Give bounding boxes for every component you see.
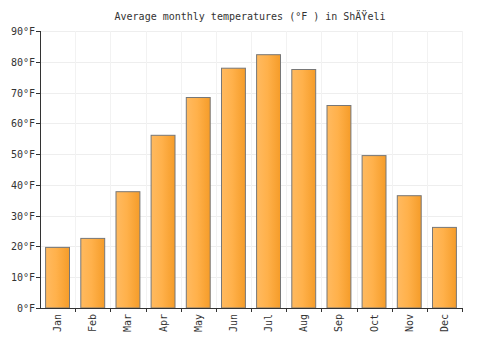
x-tick-label: Dec — [439, 314, 450, 332]
y-tick-label: 60°F — [11, 118, 35, 129]
grid-line-vertical — [110, 31, 111, 308]
x-tick-label: Feb — [87, 314, 98, 332]
grid-line-vertical — [251, 31, 252, 308]
y-tick — [36, 185, 40, 186]
bar — [186, 98, 210, 309]
y-tick — [36, 154, 40, 155]
grid-line-vertical — [462, 31, 463, 308]
x-tick — [251, 308, 252, 312]
bar — [327, 106, 351, 309]
x-tick-label: Nov — [404, 314, 415, 332]
bar — [46, 247, 70, 308]
y-tick-label: 90°F — [11, 26, 35, 37]
bar — [433, 227, 457, 308]
x-tick — [286, 308, 287, 312]
bar — [397, 196, 421, 308]
x-tick — [146, 308, 147, 312]
x-tick — [392, 308, 393, 312]
x-tick — [75, 308, 76, 312]
x-tick-label: Jun — [228, 314, 239, 332]
y-tick-label: 40°F — [11, 180, 35, 191]
bar — [292, 70, 316, 309]
x-tick — [357, 308, 358, 312]
grid-line-vertical — [392, 31, 393, 308]
x-tick — [427, 308, 428, 312]
grid-line-vertical — [427, 31, 428, 308]
x-tick-label: May — [193, 314, 204, 332]
x-tick-label: Jan — [52, 314, 63, 332]
x-tick-label: Mar — [122, 314, 133, 332]
y-tick — [36, 308, 40, 309]
y-tick-label: 30°F — [11, 211, 35, 222]
y-tick — [36, 246, 40, 247]
y-tick-label: 0°F — [17, 303, 35, 314]
grid-line-vertical — [40, 31, 41, 308]
bar — [222, 68, 246, 308]
grid-line-vertical — [321, 31, 322, 308]
y-tick-label: 20°F — [11, 241, 35, 252]
bar — [151, 135, 175, 308]
grid — [40, 31, 463, 309]
y-tick — [36, 62, 40, 63]
y-tick-label: 50°F — [11, 149, 35, 160]
y-tick — [36, 31, 40, 32]
bar — [257, 55, 281, 308]
bar — [116, 192, 140, 308]
grid-line-vertical — [216, 31, 217, 308]
grid-line-vertical — [75, 31, 76, 308]
x-tick-label: Apr — [158, 314, 169, 332]
y-axis-line — [40, 31, 41, 308]
y-tick-label: 10°F — [11, 272, 35, 283]
chart: 0°F 10°F 20°F 30°F 40°F 50°F 60°F 70°F 80°F 90°F J… — [0, 0, 500, 350]
y-tick — [36, 93, 40, 94]
x-tick — [462, 308, 463, 312]
x-tick-label: Sep — [333, 314, 344, 332]
x-tick-label: Oct — [369, 314, 380, 332]
y-tick-label: 80°F — [11, 57, 35, 68]
grid-line-vertical — [357, 31, 358, 308]
grid-line-vertical — [286, 31, 287, 308]
y-tick — [36, 123, 40, 124]
grid-line-vertical — [181, 31, 182, 308]
y-tick-label: 70°F — [11, 88, 35, 99]
title: Average monthly temperatures (°F ) in Sh… — [115, 10, 386, 22]
x-tick — [110, 308, 111, 312]
bar — [362, 156, 386, 308]
x-tick — [321, 308, 322, 312]
x-tick — [216, 308, 217, 312]
x-tick-label: Jul — [263, 314, 274, 332]
x-tick-label: Aug — [298, 314, 309, 332]
grid-line-vertical — [146, 31, 147, 308]
bar — [81, 238, 105, 308]
x-tick — [181, 308, 182, 312]
y-tick — [36, 277, 40, 278]
y-tick — [36, 216, 40, 217]
